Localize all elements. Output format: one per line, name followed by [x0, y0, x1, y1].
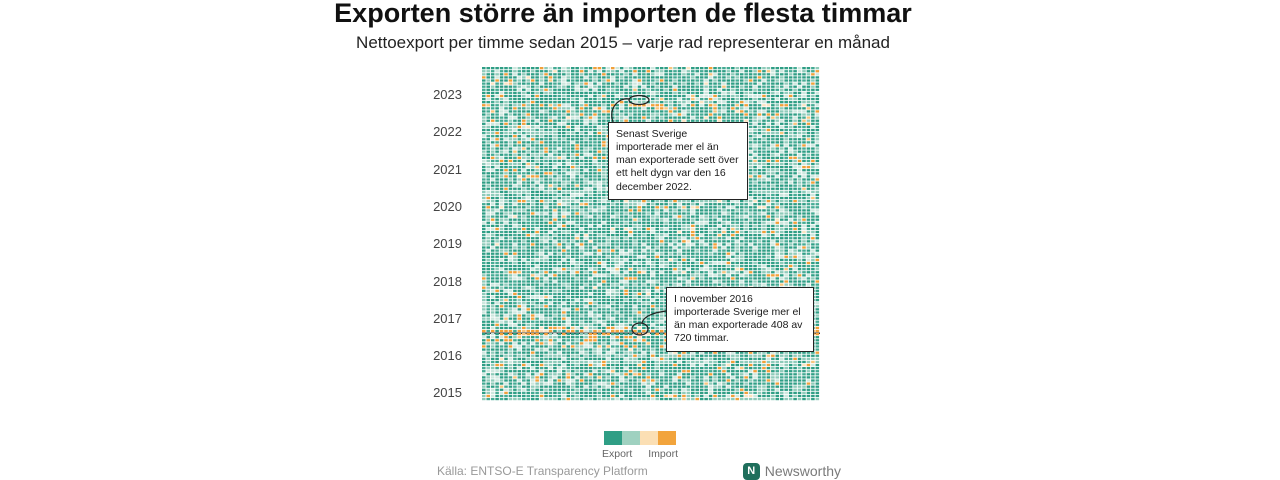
heatmap-chart: 2023 2022 2021 2020 2019 2018 2017 2016 2015 Sen…: [426, 67, 820, 401]
year-label: 2019: [433, 236, 462, 252]
year-label: 2021: [433, 161, 462, 177]
legend-swatch: [640, 431, 658, 445]
year-label: 2017: [433, 310, 462, 326]
footer: Källa: ENTSO-E Transparency Platform N N…: [437, 461, 841, 480]
newsworthy-icon: N: [742, 462, 760, 480]
year-label: 2023: [433, 87, 462, 102]
legend-swatch: [604, 431, 622, 445]
annotation-box-nov2016: I november 2016 importerade Sverige mer …: [666, 287, 814, 352]
source-credit: Källa: ENTSO-E Transparency Platform: [437, 464, 648, 478]
annotation-box-dec2022: Senast Sverige importerade mer el än man…: [608, 122, 748, 200]
color-legend: Export Import: [0, 431, 1280, 460]
year-label: 2020: [433, 198, 462, 214]
newsworthy-wordmark: Newsworthy: [764, 463, 841, 479]
year-label: 2022: [433, 124, 462, 140]
legend-swatch: [622, 431, 640, 445]
legend-labels: Export Import: [602, 448, 678, 460]
legend-label-import: Import: [648, 448, 678, 460]
year-label: 2018: [433, 273, 462, 289]
year-label: 2015: [433, 385, 462, 401]
year-axis: 2023 2022 2021 2020 2019 2018 2017 2016 2015: [426, 67, 462, 401]
legend-swatch: [658, 431, 676, 445]
page-subtitle: Nettoexport per timme sedan 2015 – varje…: [356, 33, 890, 52]
chart-header: Exporten större än importen de flesta ti…: [0, 0, 1246, 53]
legend-label-export: Export: [602, 448, 633, 460]
page-title: Exporten större än importen de flesta ti…: [334, 0, 912, 28]
legend-strip: [604, 431, 676, 445]
newsworthy-logo[interactable]: N Newsworthy: [742, 462, 841, 480]
year-label: 2016: [433, 348, 462, 364]
